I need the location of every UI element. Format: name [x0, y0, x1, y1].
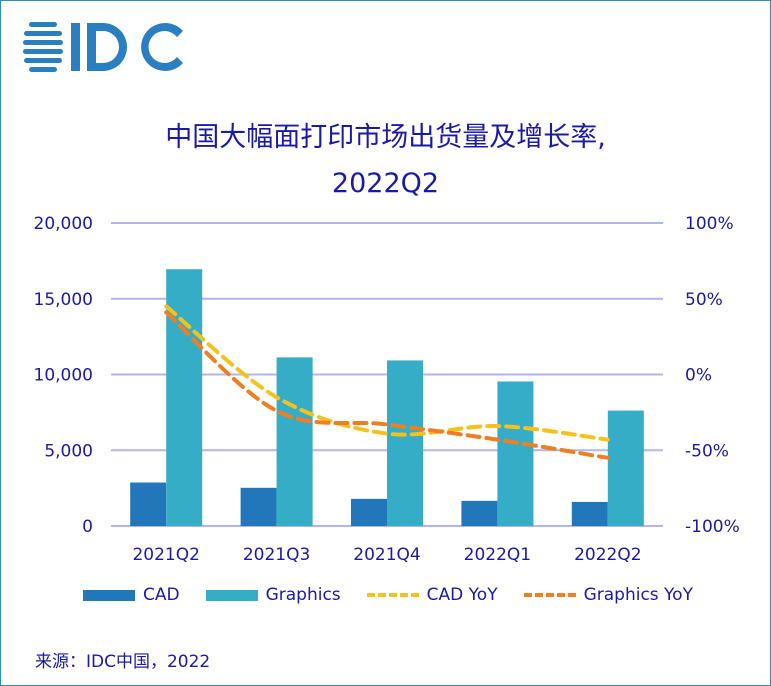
cad-swatch: [83, 589, 135, 601]
idc-logo: [23, 22, 183, 72]
right-tick-label: 0%: [685, 366, 712, 386]
x-tick-label: 2021Q4: [353, 545, 420, 565]
bar-cad-2022Q1: [461, 500, 498, 526]
left-tick-label: 10,000: [34, 366, 93, 386]
x-tick-label: 2022Q2: [574, 545, 641, 565]
bar-cad-2022Q2: [571, 501, 608, 526]
bar-graphics-2021Q2: [166, 269, 203, 526]
legend-item-cad-yoy: CAD YoY: [366, 585, 498, 605]
graphics-yoy-swatch: [523, 593, 576, 597]
x-tick-label: 2021Q3: [243, 545, 310, 565]
right-tick-label: -100%: [685, 517, 740, 537]
legend-label: CAD: [143, 585, 180, 605]
graphics-swatch: [205, 589, 258, 601]
source-note: 来源：IDC中国，2022: [35, 652, 211, 672]
legend-item-graphics: Graphics: [205, 585, 341, 605]
globe-icon: [23, 22, 63, 72]
line-graphics-yoy: [164, 310, 610, 460]
chart-title: 中国大幅面打印市场出货量及增长率, 2022Q2: [1, 115, 770, 207]
left-tick-label: 5,000: [44, 441, 93, 461]
legend-label: Graphics: [265, 585, 341, 605]
left-tick-label: 20,000: [34, 214, 93, 234]
right-tick-label: 100%: [685, 214, 734, 234]
legend-item-graphics-yoy: Graphics YoY: [523, 585, 693, 605]
right-tick-label: -50%: [685, 441, 729, 461]
line-cad-yoy: [164, 304, 610, 442]
bar-graphics-2021Q4: [387, 360, 423, 526]
x-tick-label: 2021Q2: [132, 545, 199, 565]
left-tick-label: 0: [82, 517, 93, 537]
legend: CAD Graphics CAD YoY Graphics YoY: [83, 585, 719, 605]
bar-cad-2021Q3: [240, 487, 277, 526]
x-tick-label: 2022Q1: [464, 545, 531, 565]
bar-cad-2021Q2: [130, 482, 167, 526]
bar-graphics-2021Q3: [276, 357, 313, 526]
legend-label: Graphics YoY: [583, 585, 693, 605]
bar-graphics-2022Q2: [607, 410, 644, 526]
bar-cad-2021Q4: [351, 498, 387, 526]
title-line-1: 中国大幅面打印市场出货量及增长率,: [165, 122, 606, 153]
title-line-2: 2022Q2: [331, 168, 440, 199]
cad-yoy-swatch: [366, 593, 419, 597]
bar-graphics-2022Q1: [497, 381, 534, 526]
legend-item-cad: CAD: [83, 585, 180, 605]
legend-label: CAD YoY: [426, 585, 498, 605]
left-tick-label: 15,000: [34, 290, 93, 310]
right-tick-label: 50%: [685, 290, 723, 310]
